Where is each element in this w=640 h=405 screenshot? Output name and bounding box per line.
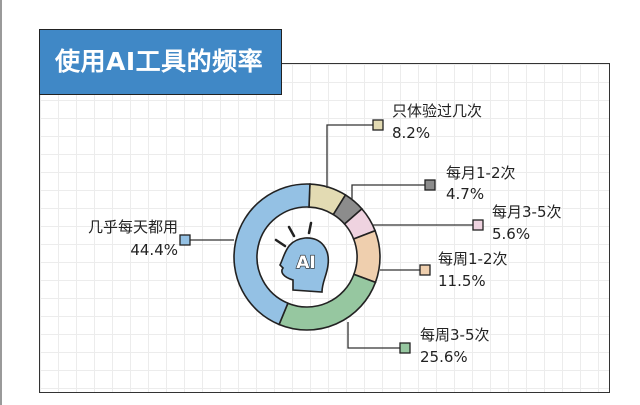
slice-label: 每周1-2次 — [438, 250, 508, 268]
slice-value-label: 4.7% — [446, 185, 484, 203]
legend-swatch — [472, 219, 484, 231]
slice-value-label: 25.6% — [420, 348, 468, 366]
legend-swatch — [419, 264, 431, 276]
donut-slice — [233, 183, 311, 326]
leader-line — [347, 322, 400, 349]
ai-center-text: AI — [296, 253, 315, 273]
ai-head-icon: AI — [274, 221, 330, 293]
legend-swatch — [372, 119, 384, 131]
slice-label: 只体验过几次 — [392, 102, 482, 120]
slice-label: 每周3-5次 — [420, 326, 490, 344]
left-edge-strip — [0, 0, 2, 405]
legend-swatch — [424, 179, 436, 191]
leader-line — [351, 184, 425, 200]
legend-swatch — [179, 234, 191, 246]
slice-value-label: 8.2% — [392, 124, 430, 142]
leader-line — [326, 124, 373, 188]
slice-label: 几乎每天都用 — [88, 218, 178, 236]
donut-slice — [352, 229, 381, 284]
slice-value-label: 44.4% — [130, 241, 178, 259]
chart-title: 使用AI工具的频率 — [39, 29, 282, 95]
slice-value-label: 11.5% — [438, 272, 486, 290]
chart-panel — [39, 63, 610, 393]
legend-swatch — [399, 342, 411, 354]
slice-value-label: 5.6% — [492, 225, 530, 243]
slice-label: 每月3-5次 — [492, 203, 562, 221]
slice-label: 每月1-2次 — [446, 164, 516, 182]
